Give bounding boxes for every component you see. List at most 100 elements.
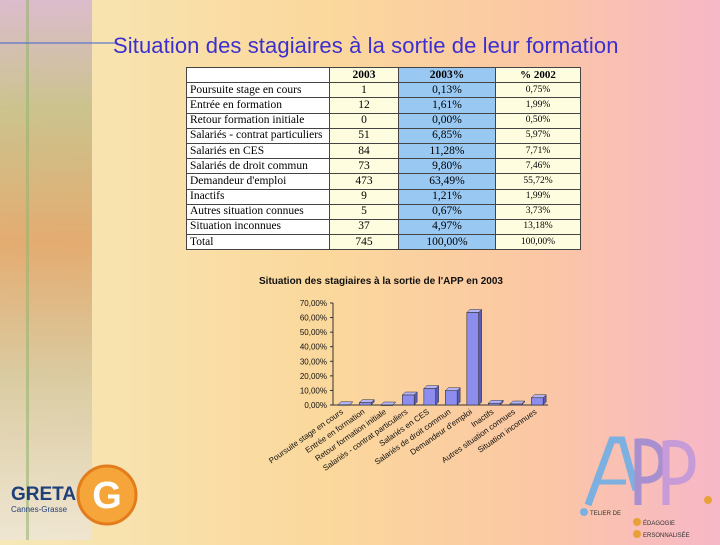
table-cell-pct2002: 3,73% xyxy=(495,203,581,220)
x-tick-label: Poursuite stage en cours xyxy=(267,407,345,465)
table-cell-label: Entrée en formation xyxy=(186,97,330,114)
bar xyxy=(402,394,415,406)
table-cell-label: Inactifs xyxy=(186,188,330,205)
table-row: Inactifs 9 1,21% 1,99% xyxy=(186,188,581,205)
y-tick-label: 50,00% xyxy=(300,328,327,337)
table-cell-label: Salariés - contrat particuliers xyxy=(186,127,330,144)
x-tick-label: Retour formation initiale xyxy=(314,407,389,463)
table-row: Situation inconnues 37 4,97% 13,18% xyxy=(186,218,581,236)
x-tick-label: Entrée en formation xyxy=(304,407,367,455)
table-row: Entrée en formation 12 1,61% 1,99% xyxy=(186,97,581,114)
x-tick-label: Demandeur d'emploi xyxy=(408,407,474,457)
bar-top xyxy=(487,399,504,404)
bar xyxy=(509,403,522,406)
app-logo: TELIER DE ÉDAGOGIE ERSONNALISÉE xyxy=(578,430,718,545)
table-cell-n: 0 xyxy=(329,112,399,129)
table-cell-pct2002: 1,99% xyxy=(495,97,581,114)
bar-top xyxy=(337,401,354,406)
x-tick-label: Autres situation connues xyxy=(440,407,517,465)
stats-table: 2003 2003% % 2002 Poursuite stage en cou… xyxy=(186,66,581,251)
table-cell-pct: 0,00% xyxy=(398,112,496,129)
table-cell-pct: 6,85% xyxy=(398,127,496,144)
table-cell-pct: 1,21% xyxy=(398,188,496,205)
y-tick-label: 0,00% xyxy=(304,401,327,410)
table-cell-pct: 0,13% xyxy=(398,82,496,99)
app-line-2: ÉDAGOGIE xyxy=(643,520,675,527)
bar-side xyxy=(456,387,461,406)
bar-side xyxy=(542,394,547,406)
bar-side xyxy=(435,384,439,406)
y-tick-label: 60,00% xyxy=(300,314,327,323)
bar xyxy=(380,404,393,406)
table-header-cell: 2003 xyxy=(329,66,399,84)
bar-top xyxy=(466,309,483,313)
x-tick-label: Salariés de droit commun xyxy=(373,407,452,466)
table-row: Poursuite stage en cours 1 0,13% 0,75% xyxy=(186,82,581,99)
table-cell-pct2002: 55,72% xyxy=(495,173,581,190)
app-line-1: TELIER DE xyxy=(590,511,621,517)
bar-top xyxy=(423,385,440,389)
table-cell-label: Demandeur d'emploi xyxy=(186,173,330,190)
table-cell-pct: 0,67% xyxy=(398,203,496,220)
bar-top xyxy=(509,400,526,405)
table-row: Total 745 100,00% 100,00% xyxy=(186,234,581,251)
greta-logo: G GRETA Cannes-Grasse xyxy=(8,462,138,537)
x-tick-label: Inactifs xyxy=(469,407,495,429)
bar-side xyxy=(478,308,482,406)
table-row: Retour formation initiale 0 0,00% 0,50% xyxy=(186,112,581,129)
table-cell-label: Salariés de droit commun xyxy=(186,158,330,175)
table-cell-label: Autres situation connues xyxy=(186,203,330,220)
x-tick-label: Salariés - contrat particuliers xyxy=(321,407,409,473)
x-tick-label: Situation inconnues xyxy=(476,407,538,454)
greta-wordmark: GRETA xyxy=(11,484,76,505)
bar xyxy=(337,404,350,406)
decorative-left-strip xyxy=(0,0,92,540)
app-line-3: ERSONNALISÉE xyxy=(643,532,690,539)
title-rule xyxy=(0,42,118,44)
table-cell-n: 1 xyxy=(329,82,399,99)
bar-top xyxy=(401,391,418,396)
table-row: Autres situation connues 5 0,67% 3,73% xyxy=(186,203,581,220)
table-cell-pct2002: 5,97% xyxy=(495,127,581,144)
y-tick-label: 10,00% xyxy=(300,386,327,395)
bar xyxy=(531,397,544,406)
bar-side xyxy=(521,400,525,406)
bar-side xyxy=(370,399,375,406)
bar-side xyxy=(413,391,418,406)
table-cell-n: 5 xyxy=(329,203,399,220)
table-cell-label: Situation inconnues xyxy=(186,218,330,236)
table-cell-n: 73 xyxy=(329,158,399,175)
bar xyxy=(359,402,372,406)
table-cell-label: Poursuite stage en cours xyxy=(186,82,330,99)
table-header-cell: 2003% xyxy=(398,66,496,84)
table-header-cell xyxy=(186,66,330,84)
table-cell-pct2002: 1,99% xyxy=(495,188,581,205)
x-tick-label: Salariés en CES xyxy=(378,407,431,448)
bar xyxy=(466,312,479,406)
bar xyxy=(445,390,458,406)
table-cell-pct: 4,97% xyxy=(398,218,496,236)
table-cell-n: 745 xyxy=(329,234,399,251)
table-cell-pct2002: 7,71% xyxy=(495,142,581,160)
table-cell-pct: 11,28% xyxy=(398,142,496,160)
table-cell-n: 9 xyxy=(329,188,399,205)
slide-title: Situation des stagiaires à la sortie de … xyxy=(113,33,619,58)
bar-top xyxy=(444,387,461,391)
table-row: Salariés de droit commun 73 9,80% 7,46% xyxy=(186,158,581,175)
bar-side xyxy=(499,399,504,406)
table-cell-n: 84 xyxy=(329,142,399,160)
bar-side xyxy=(349,401,353,406)
bar-side xyxy=(392,401,396,406)
y-tick-label: 40,00% xyxy=(300,343,327,352)
table-cell-pct: 100,00% xyxy=(398,234,496,251)
table-cell-label: Retour formation initiale xyxy=(186,112,330,129)
table-cell-n: 37 xyxy=(329,218,399,236)
table-cell-pct: 9,80% xyxy=(398,158,496,175)
chart-title: Situation des stagiaires à la sortie de … xyxy=(259,276,503,287)
table-cell-n: 51 xyxy=(329,127,399,144)
table-cell-label: Salariés en CES xyxy=(186,142,330,160)
y-tick-label: 20,00% xyxy=(300,372,327,381)
bar xyxy=(423,388,436,406)
table-cell-pct2002: 0,75% xyxy=(495,82,581,99)
y-tick-label: 30,00% xyxy=(300,357,327,366)
